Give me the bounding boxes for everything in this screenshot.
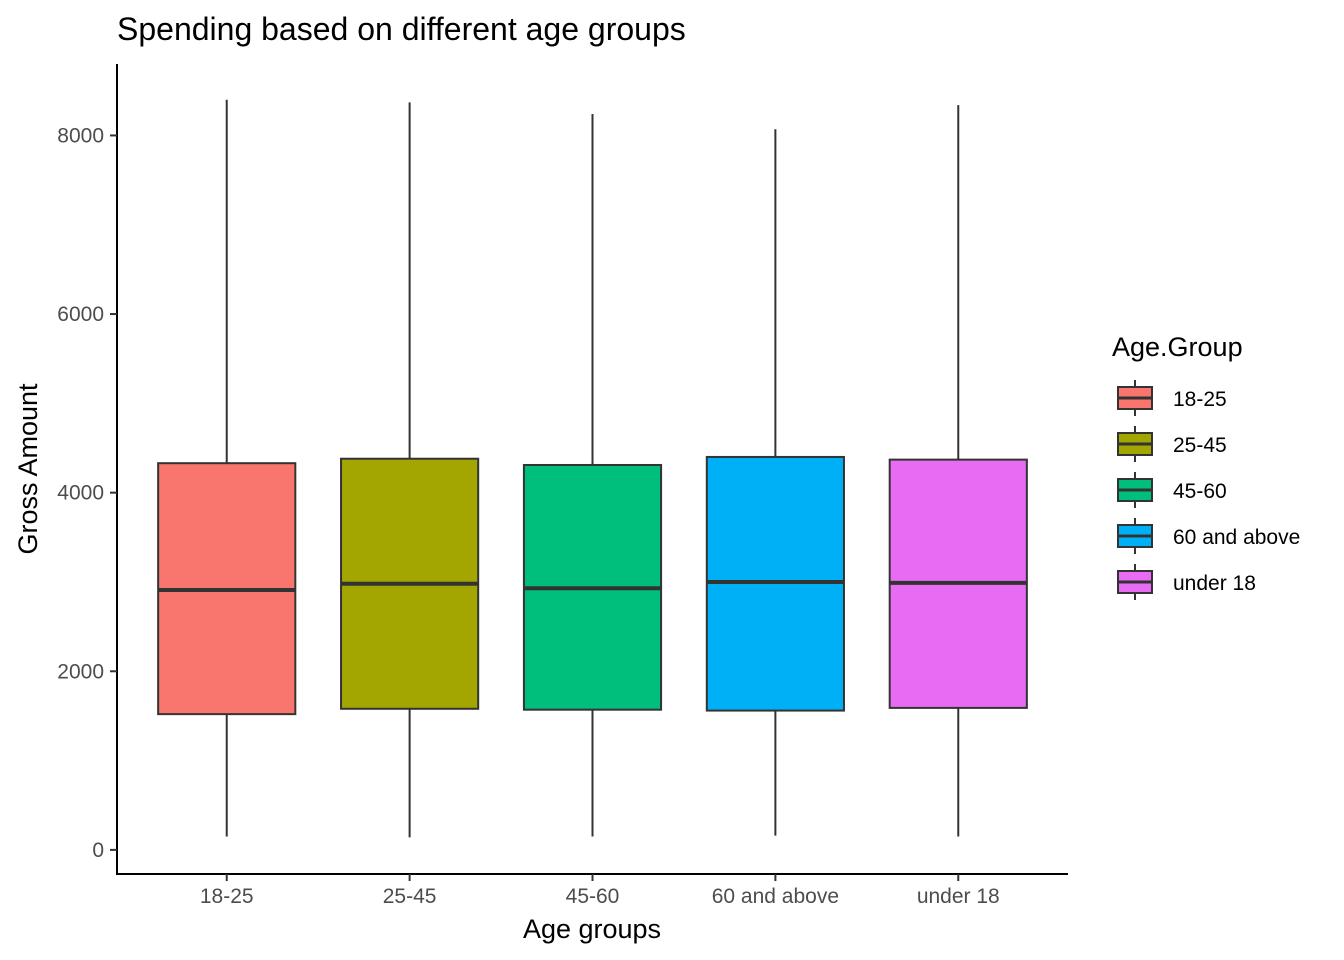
y-axis-title: Gross Amount	[13, 383, 43, 555]
plot-area	[157, 99, 1028, 838]
box-25-45	[340, 102, 480, 838]
y-tick-label: 6000	[57, 303, 104, 326]
legend-item: 25-45	[1117, 426, 1227, 462]
legend-label: 45-60	[1173, 480, 1227, 503]
box-under-18	[888, 105, 1028, 837]
x-tick-label: 45-60	[566, 885, 620, 908]
box-18-25	[157, 99, 297, 837]
x-ticks: 18-25 25-45 45-60 60 and above under 18	[200, 874, 1000, 908]
chart-title: Spending based on different age groups	[117, 11, 686, 47]
legend-title: Age.Group	[1112, 332, 1243, 362]
legend-item: 60 and above	[1117, 518, 1300, 554]
y-tick-label: 4000	[57, 482, 104, 505]
legend-label: 60 and above	[1173, 526, 1300, 549]
y-tick-label: 8000	[57, 124, 104, 147]
legend: 18-25 25-45 45-60 60 and above under 18	[1117, 380, 1300, 600]
legend-label: 25-45	[1173, 434, 1227, 457]
legend-label: under 18	[1173, 572, 1256, 595]
box-45-60	[522, 114, 663, 837]
legend-label: 18-25	[1173, 388, 1227, 411]
legend-item: under 18	[1117, 564, 1256, 600]
box-60-and-above	[705, 129, 845, 836]
y-ticks: 0 2000 4000 6000 8000	[57, 124, 117, 862]
y-tick-label: 0	[92, 839, 104, 862]
legend-item: 45-60	[1117, 472, 1227, 508]
x-tick-label: 25-45	[383, 885, 437, 908]
y-tick-label: 2000	[57, 660, 104, 683]
x-tick-label: under 18	[917, 885, 1000, 908]
x-tick-label: 60 and above	[712, 885, 839, 908]
x-axis-title: Age groups	[523, 914, 661, 944]
x-tick-label: 18-25	[200, 885, 254, 908]
legend-item: 18-25	[1117, 380, 1227, 416]
